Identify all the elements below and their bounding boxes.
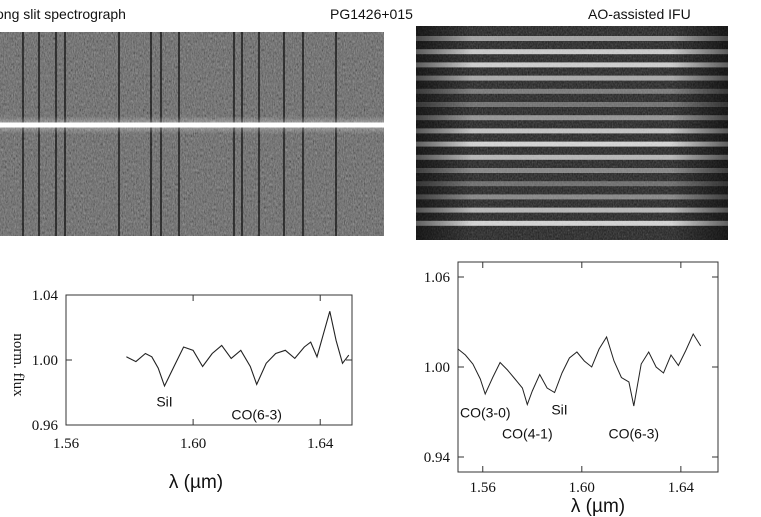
left-panel-title: ong slit spectrograph xyxy=(0,6,126,22)
y-axis-label: norm. flux xyxy=(10,333,26,397)
line-annotation-label: CO(3-0) xyxy=(460,405,511,421)
plot-frame xyxy=(457,261,719,473)
y-tick-label: 0.94 xyxy=(424,450,451,466)
ifu-spectrum-line xyxy=(457,332,702,407)
y-tick-label: 1.04 xyxy=(32,288,59,304)
x-axis-label: λ (µm) xyxy=(169,472,223,493)
y-tick-label: 0.96 xyxy=(32,418,59,434)
x-axis-label: λ (µm) xyxy=(571,496,625,517)
x-tick-label: 1.64 xyxy=(307,436,334,452)
long-slit-2d-spectrum-image xyxy=(0,32,384,236)
y-tick-label: 1.00 xyxy=(424,360,450,376)
line-annotation-label: CO(6-3) xyxy=(231,406,282,422)
y-tick-label: 1.06 xyxy=(424,270,451,286)
line-annotation-label: CO(6-3) xyxy=(609,426,660,442)
plot-frame xyxy=(65,294,353,426)
x-tick-label: 1.64 xyxy=(668,480,695,496)
x-tick-label: 1.56 xyxy=(53,436,80,452)
object-name-title: PG1426+015 xyxy=(330,6,413,22)
line-annotation-label: SiI xyxy=(551,402,567,418)
line-annotation-label: CO(4-1) xyxy=(502,426,553,442)
y-tick-label: 1.00 xyxy=(32,353,58,369)
x-tick-label: 1.60 xyxy=(180,436,206,452)
x-tick-label: 1.56 xyxy=(470,480,497,496)
right-panel-title: AO-assisted IFU xyxy=(588,6,691,22)
ifu-image xyxy=(416,26,728,240)
ifu-spectrum-plot: 1.56 1.60 1.64 1.06 1.00 0.94 CO(3-0) CO(4-1) S… xyxy=(424,261,719,517)
x-tick-label: 1.60 xyxy=(569,480,595,496)
line-annotation-label: SiI xyxy=(156,393,172,409)
long-slit-spectrum-line xyxy=(126,311,350,388)
long-slit-spectrum-plot: 1.56 1.60 1.64 1.04 1.00 0.96 SiI CO(6-3) norm… xyxy=(10,288,353,493)
